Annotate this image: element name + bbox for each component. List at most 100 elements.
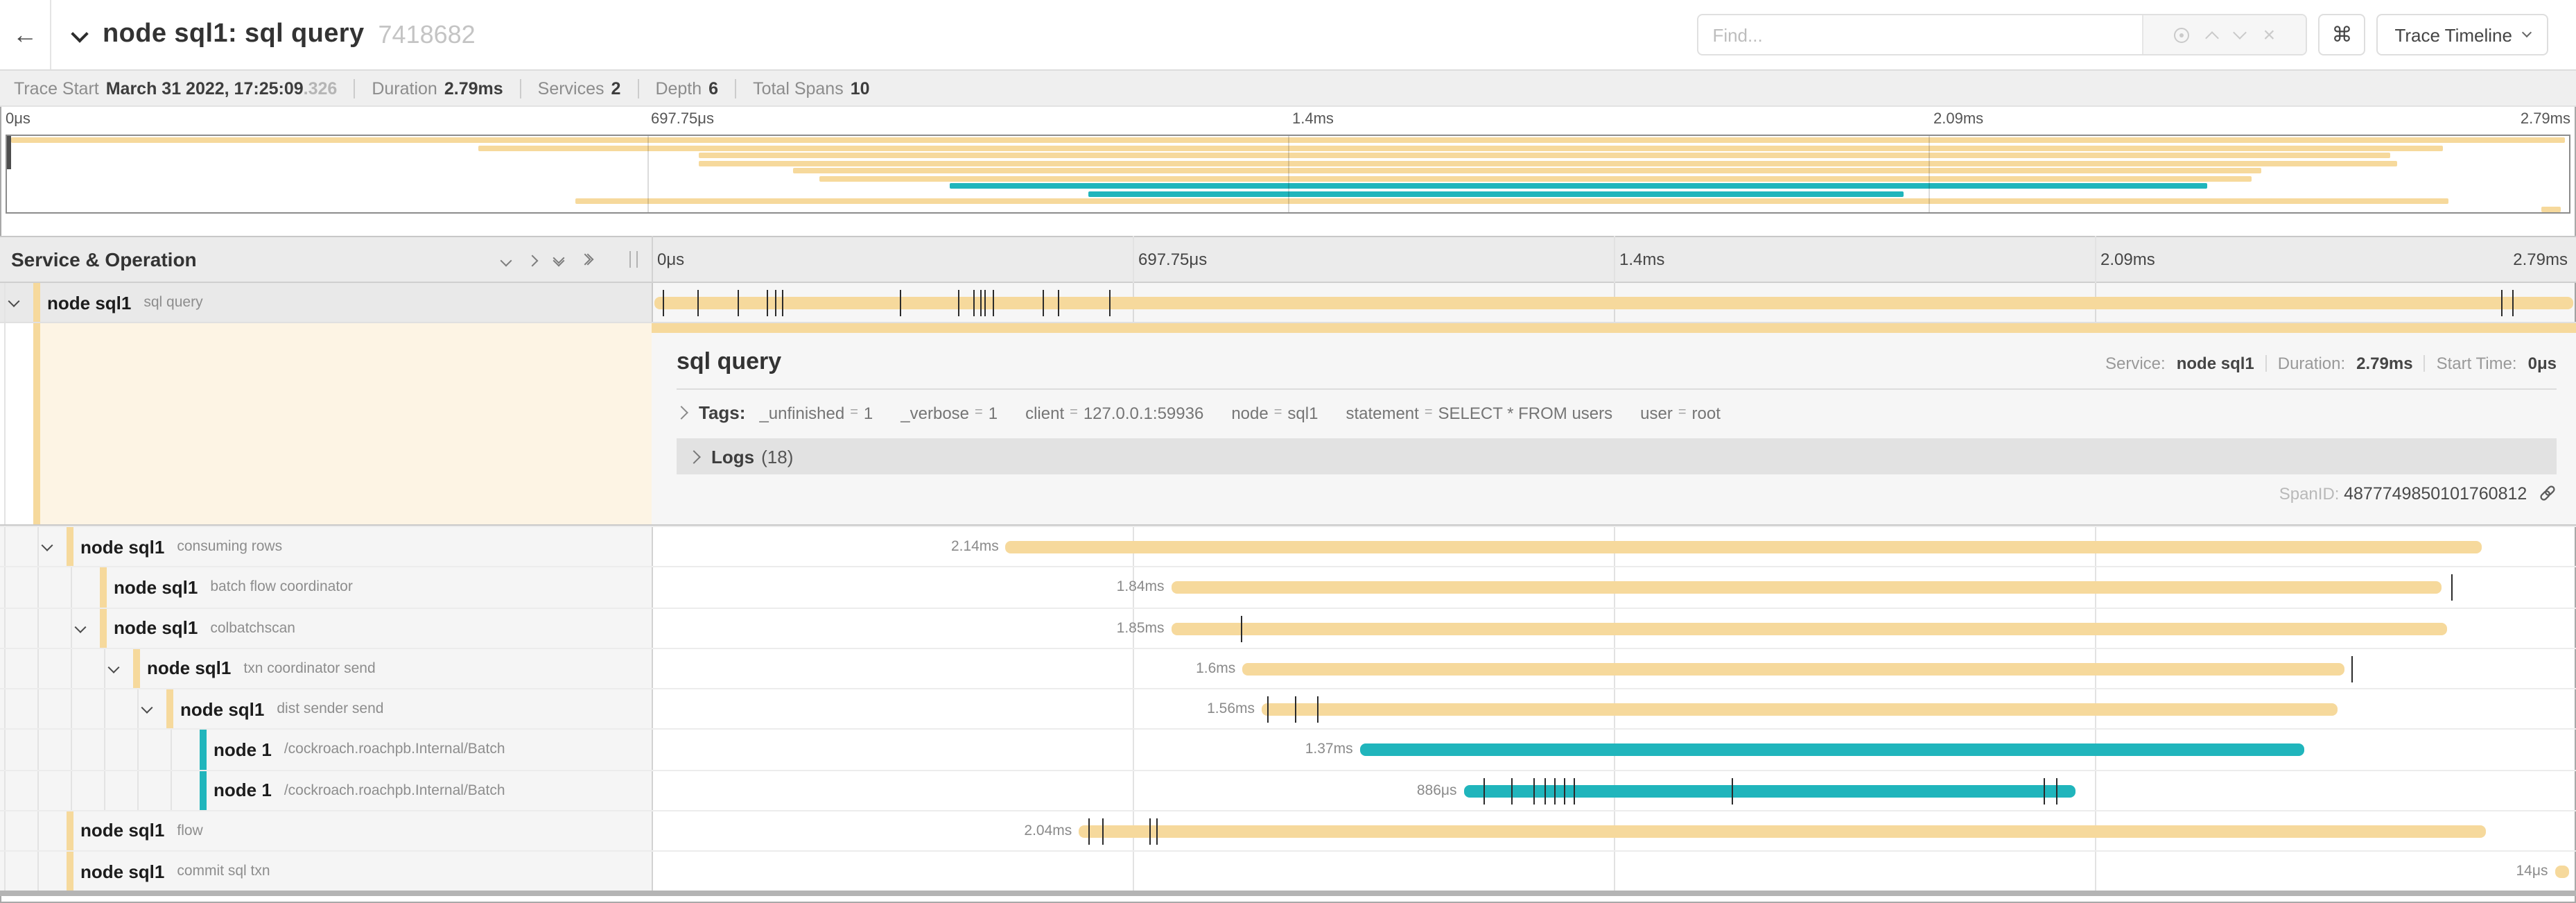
service-operation-header: Service & Operation <box>11 248 197 270</box>
chevron-down-icon[interactable] <box>141 694 153 719</box>
tree-cell[interactable]: node 1/cockroach.roachpb.Internal/Batch <box>0 730 652 769</box>
collapse-all-icon[interactable] <box>552 252 565 267</box>
tree-cell[interactable]: node sql1 batch flow coordinator <box>0 567 652 607</box>
span-duration-label: 1.85ms <box>1116 619 1165 637</box>
timeline-cell[interactable]: 1.6ms <box>652 649 2576 689</box>
timeline-cell[interactable]: 1.56ms <box>652 689 2576 729</box>
span-row[interactable]: node sql1 flow 2.04ms <box>0 809 2576 851</box>
tree-cell[interactable]: node 1/cockroach.roachpb.Internal/Batch <box>0 771 652 810</box>
tag-item: _unfinished = 1 <box>759 403 873 422</box>
keyboard-shortcuts-button[interactable]: ⌘ <box>2318 14 2366 55</box>
tag-item: node = sql1 <box>1231 403 1318 422</box>
chevron-down-icon[interactable] <box>74 613 87 638</box>
logs-row[interactable]: Logs (18) <box>677 438 2557 474</box>
log-marker <box>2043 777 2045 805</box>
span-detail-band: sql query Service: node sql1 Duration: 2… <box>0 322 2576 526</box>
span-bar[interactable] <box>1242 662 2345 676</box>
timeline-cell[interactable]: 2.04ms <box>652 811 2576 851</box>
find-input[interactable] <box>1698 15 2143 54</box>
indent-guide <box>4 689 6 729</box>
indent-guide <box>4 730 6 769</box>
minimap-span-bar <box>698 153 2390 159</box>
tag-value: SELECT * FROM users <box>1438 403 1613 422</box>
span-bar[interactable] <box>1261 703 2338 716</box>
axis-tick-label: 2.79ms <box>2520 111 2570 128</box>
span-bar[interactable] <box>1171 581 2442 594</box>
tree-cell[interactable]: node sql1 txn coordinator send <box>0 648 652 688</box>
expand-all-icon[interactable] <box>579 253 594 266</box>
clear-find-icon[interactable]: × <box>2263 23 2276 46</box>
timeline-cell[interactable] <box>652 283 2576 322</box>
span-rows: node sql1 sql query sql query Service: no… <box>0 283 2576 897</box>
tree-cell[interactable]: node sql1 commit sql txn <box>0 852 652 891</box>
copy-link-icon[interactable] <box>2539 484 2557 502</box>
expand-one-icon[interactable] <box>526 247 539 272</box>
column-resizer[interactable] <box>629 251 638 268</box>
minimap-drag-handle[interactable] <box>7 136 11 169</box>
chevron-down-icon[interactable] <box>107 653 120 678</box>
stat-value-fraction: .326 <box>303 78 338 98</box>
tree-cell[interactable]: node sql1 consuming rows <box>0 527 652 567</box>
tags-row[interactable]: Tags: _unfinished = 1 _verbose = 1 client = 127.… <box>675 402 2557 423</box>
tree-cell[interactable]: node sql1 colbatchscan <box>0 608 652 648</box>
span-bar[interactable] <box>1463 784 2076 798</box>
stat-label: Trace Start <box>14 78 99 98</box>
span-bar[interactable] <box>2555 866 2570 879</box>
stat-label: Depth <box>655 78 702 98</box>
collapse-one-icon[interactable] <box>500 247 512 272</box>
focus-match-icon[interactable] <box>2174 27 2190 42</box>
tree-cell[interactable]: node sql1 flow <box>0 811 652 850</box>
log-marker <box>1294 696 1296 723</box>
span-bar[interactable] <box>1005 541 2482 554</box>
timeline-cell[interactable]: 14μs <box>652 852 2576 891</box>
prev-match-icon[interactable] <box>2205 31 2220 44</box>
log-marker <box>774 289 776 316</box>
span-row[interactable]: node sql1 dist sender send 1.56ms <box>0 688 2576 729</box>
timeline-axis-label: 2.79ms <box>2513 250 2568 269</box>
duration-value: 2.79ms <box>2356 354 2413 373</box>
log-marker <box>2451 574 2453 601</box>
span-row[interactable]: node sql1 commit sql txn 14μs <box>0 850 2576 891</box>
service-color-bar <box>166 689 173 729</box>
panel-divider[interactable] <box>652 236 653 896</box>
timeline-cell[interactable]: 2.14ms <box>652 527 2576 567</box>
view-selector-button[interactable]: Trace Timeline <box>2376 14 2548 55</box>
tree-cell[interactable]: node sql1 dist sender send <box>0 689 652 729</box>
trace-stat: Depth 6 <box>655 78 718 98</box>
trace-minimap[interactable] <box>6 135 2570 214</box>
chevron-down-icon[interactable] <box>8 287 20 312</box>
timeline-axis-label: 0μs <box>657 250 685 269</box>
minimap-span-bar <box>819 175 2252 182</box>
log-marker <box>980 289 982 316</box>
next-match-icon[interactable] <box>2233 26 2247 40</box>
minimap-span-bar <box>1088 191 1903 197</box>
collapse-trace-icon[interactable] <box>71 22 89 47</box>
timeline-cell[interactable]: 1.85ms <box>652 608 2576 648</box>
stat-label: Total Spans <box>753 78 844 98</box>
tree-cell[interactable]: node sql1 sql query <box>0 283 652 322</box>
back-button[interactable]: ← <box>0 0 51 69</box>
span-bar[interactable] <box>1079 825 2486 838</box>
span-row[interactable]: node 1/cockroach.roachpb.Internal/Batch 8… <box>0 769 2576 810</box>
span-row[interactable]: node sql1 txn coordinator send 1.6ms <box>0 647 2576 689</box>
span-row[interactable]: node sql1 colbatchscan 1.85ms <box>0 607 2576 648</box>
span-bar[interactable] <box>654 296 2573 309</box>
trace-stat: Duration 2.79ms <box>372 78 503 98</box>
tag-equals: = <box>1070 405 1078 420</box>
minimap-gridline <box>1288 136 1289 212</box>
span-duration-label: 2.04ms <box>1024 822 1072 839</box>
service-value: node sql1 <box>2176 354 2254 373</box>
indent-guide <box>37 527 39 567</box>
span-row[interactable]: node sql1 sql query <box>0 283 2576 322</box>
chevron-down-icon[interactable] <box>41 532 53 557</box>
span-bar[interactable] <box>1171 622 2447 635</box>
log-marker <box>1102 818 1104 845</box>
log-marker <box>984 289 986 316</box>
span-row[interactable]: node 1/cockroach.roachpb.Internal/Batch 1… <box>0 728 2576 770</box>
span-row[interactable]: node sql1 batch flow coordinator 1.84ms <box>0 566 2576 608</box>
span-row[interactable]: node sql1 consuming rows 2.14ms <box>0 526 2576 567</box>
span-bar[interactable] <box>1359 743 2305 757</box>
timeline-cell[interactable]: 1.84ms <box>652 568 2576 608</box>
timeline-cell[interactable]: 886μs <box>652 771 2576 810</box>
timeline-cell[interactable]: 1.37ms <box>652 730 2576 770</box>
